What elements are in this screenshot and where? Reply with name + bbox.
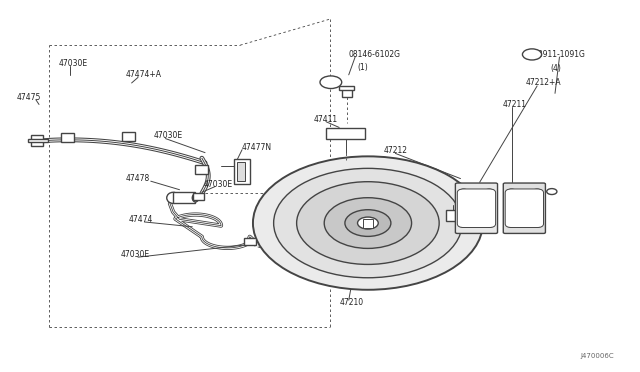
Circle shape xyxy=(324,198,412,248)
Text: 47030E: 47030E xyxy=(58,59,87,68)
Text: 47474+A: 47474+A xyxy=(125,70,161,79)
Bar xyxy=(61,133,74,142)
Circle shape xyxy=(547,189,557,195)
Circle shape xyxy=(296,182,439,264)
Circle shape xyxy=(345,210,391,236)
Text: B: B xyxy=(328,78,333,87)
Circle shape xyxy=(532,222,541,228)
Circle shape xyxy=(358,217,378,229)
Text: 47211: 47211 xyxy=(502,100,527,109)
FancyBboxPatch shape xyxy=(456,183,497,234)
Bar xyxy=(28,139,48,142)
Text: 47212: 47212 xyxy=(384,146,408,155)
FancyBboxPatch shape xyxy=(505,189,543,228)
Text: 08911-1091G: 08911-1091G xyxy=(534,50,586,59)
Circle shape xyxy=(320,76,342,89)
Text: 47411: 47411 xyxy=(314,115,338,124)
Circle shape xyxy=(484,189,493,194)
Text: 47030E: 47030E xyxy=(121,250,150,259)
Circle shape xyxy=(253,156,483,290)
Text: 47477N: 47477N xyxy=(242,142,272,151)
Text: 47475: 47475 xyxy=(17,93,41,102)
Bar xyxy=(234,159,250,184)
Bar xyxy=(339,86,355,90)
Bar xyxy=(342,88,352,97)
Circle shape xyxy=(274,169,462,278)
Text: (1): (1) xyxy=(357,63,368,72)
Bar xyxy=(31,135,43,146)
Ellipse shape xyxy=(192,194,198,202)
Bar xyxy=(446,210,460,221)
Text: 47030E: 47030E xyxy=(204,180,233,189)
Circle shape xyxy=(507,189,516,194)
Text: J470006C: J470006C xyxy=(580,353,614,359)
Circle shape xyxy=(522,49,541,60)
FancyBboxPatch shape xyxy=(458,189,495,228)
Text: 47210: 47210 xyxy=(339,298,364,307)
Circle shape xyxy=(460,189,468,194)
Bar xyxy=(237,162,244,181)
Ellipse shape xyxy=(167,192,179,203)
Text: 08146-6102G: 08146-6102G xyxy=(349,50,401,59)
Text: 47478: 47478 xyxy=(125,174,150,183)
Circle shape xyxy=(460,222,468,228)
Circle shape xyxy=(507,222,516,228)
Text: 47212+A: 47212+A xyxy=(525,78,561,87)
FancyBboxPatch shape xyxy=(503,183,545,234)
Bar xyxy=(363,219,373,228)
Bar xyxy=(195,165,208,174)
Text: (4): (4) xyxy=(550,64,561,73)
Bar xyxy=(122,132,135,141)
Text: 47474: 47474 xyxy=(129,215,153,224)
Text: N: N xyxy=(530,52,534,57)
Circle shape xyxy=(484,222,493,228)
Bar xyxy=(244,238,255,245)
Bar xyxy=(173,192,195,203)
Bar xyxy=(326,128,365,138)
Circle shape xyxy=(532,189,541,194)
Bar xyxy=(193,193,204,201)
Text: 47030E: 47030E xyxy=(154,131,183,141)
